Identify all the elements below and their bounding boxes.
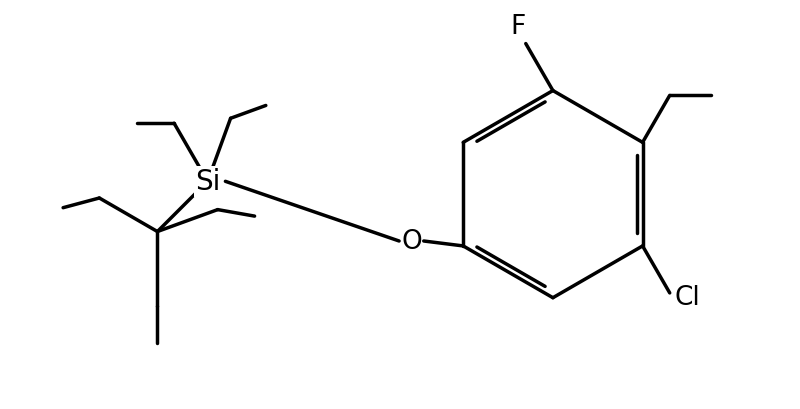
Text: O: O	[402, 229, 422, 254]
Text: F: F	[510, 13, 526, 40]
Text: Si: Si	[195, 168, 220, 196]
Text: Cl: Cl	[674, 284, 701, 310]
